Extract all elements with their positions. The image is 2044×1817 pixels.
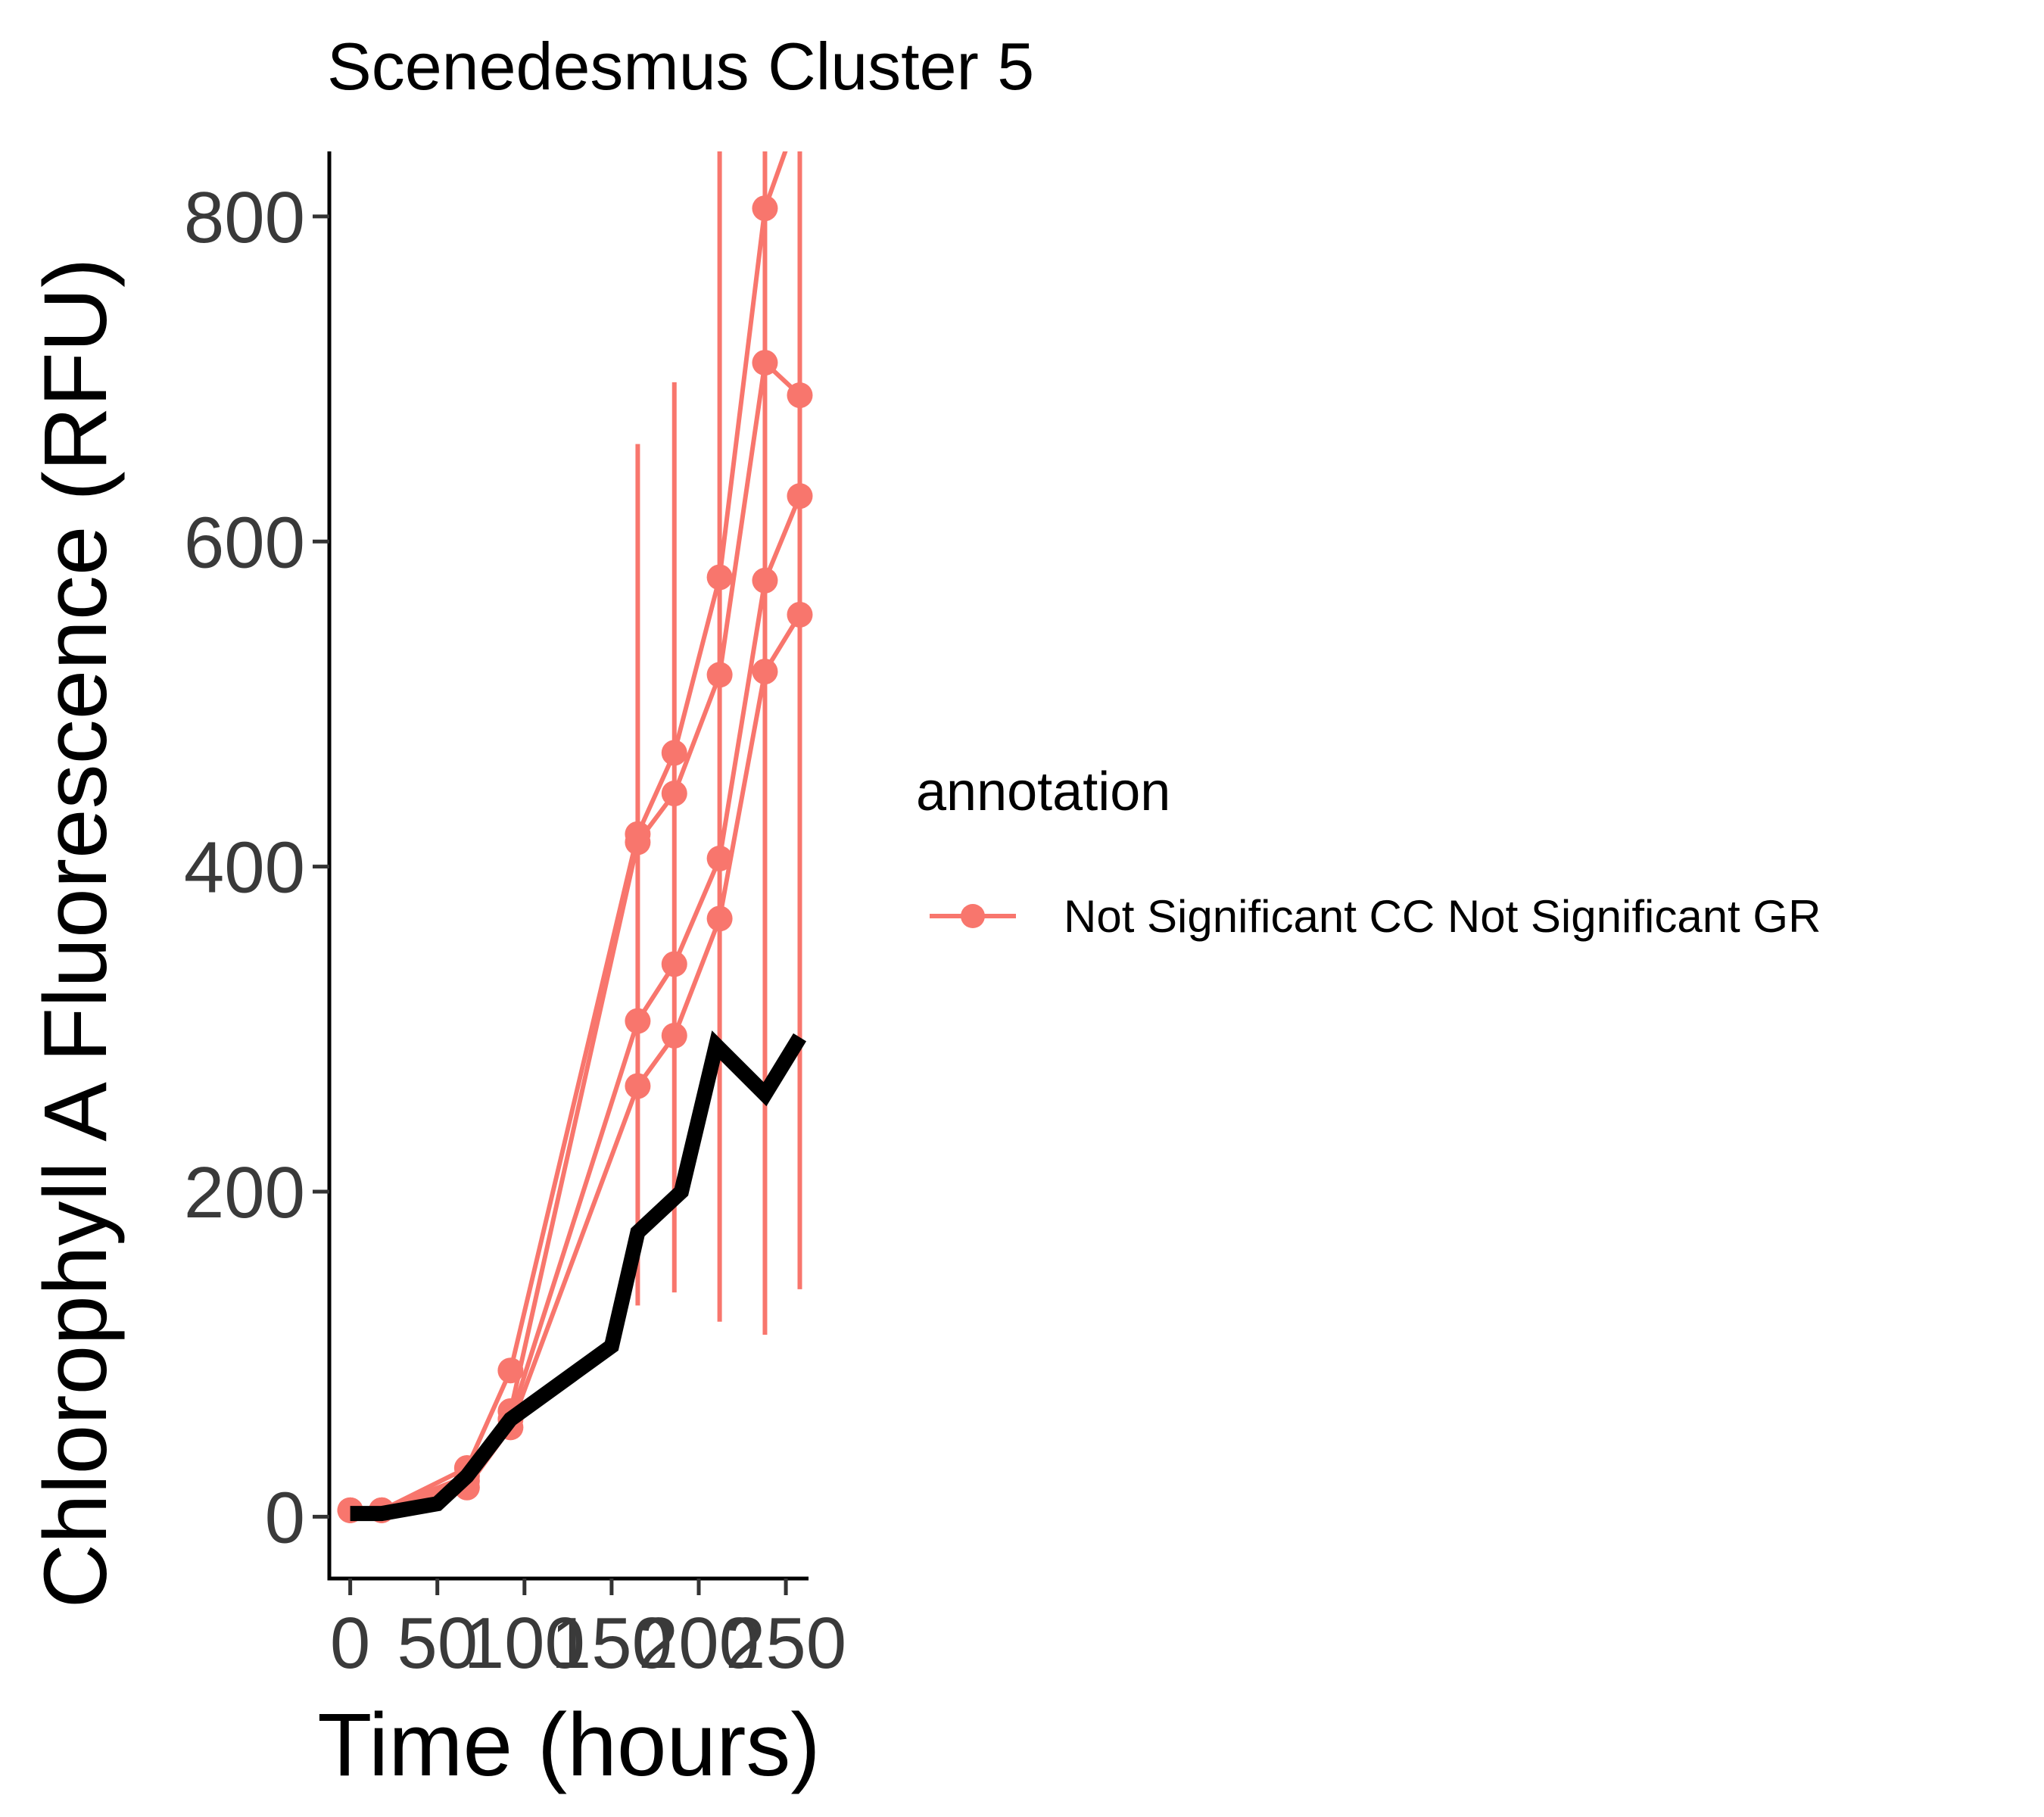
series-line-1 [350,357,802,1513]
data-point-1-6 [706,662,733,688]
data-point-0-6 [706,564,733,591]
data-point-1-5 [661,781,687,807]
plot-area [337,151,813,1523]
data-point-0-5 [661,740,687,766]
x-tick-label: 100 [464,1603,585,1684]
legend-key-point [961,904,985,928]
y-tick-label: 200 [184,1152,305,1233]
data-point-1-4 [625,829,651,856]
data-point-1-7 [752,350,778,376]
data-point-3-7 [752,659,778,685]
data-point-1-8 [787,382,813,409]
data-point-2-6 [706,845,733,871]
y-axis-title: Chlorophyll A Fluorescence (RFU) [26,258,126,1609]
y-tick-label: 600 [184,502,305,583]
data-point-0-7 [752,195,778,222]
series-line-4 [350,1030,807,1522]
data-point-3-8 [787,601,813,628]
y-axis-ticks: 0 200 400 600 800 [184,177,329,1558]
data-point-3-4 [625,1073,651,1099]
x-tick-label: 200 [638,1603,759,1684]
x-tick-label: 150 [551,1603,672,1684]
data-point-3-5 [661,1022,687,1049]
legend-label: Not Significant CC Not Significant GR [1064,891,1821,942]
x-tick-label: 0 [330,1603,370,1684]
data-point-2-5 [661,951,687,977]
x-tick-label: 50 [397,1603,478,1684]
data-point-2-4 [625,1008,651,1034]
y-tick-label: 800 [184,177,305,258]
data-point-2-7 [752,567,778,594]
legend: annotation Not Significant CC Not Signif… [916,762,1821,942]
x-tick-label: 250 [725,1603,846,1684]
chart-title: Scenedesmus Cluster 5 [327,29,1034,104]
y-tick-label: 0 [265,1477,305,1558]
y-tick-label: 400 [184,827,305,908]
series-line-2 [350,494,802,1513]
x-axis-title: Time (hours) [317,1695,820,1795]
legend-title: annotation [916,762,1170,822]
data-point-3-6 [706,905,733,932]
data-point-2-8 [787,483,813,510]
